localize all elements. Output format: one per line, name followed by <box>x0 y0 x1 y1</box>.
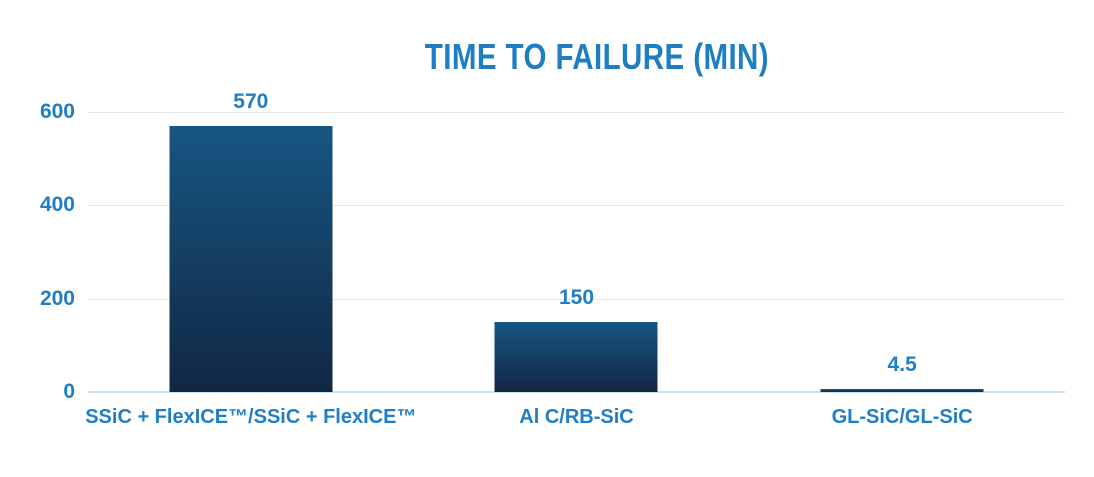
bar-value-label: 4.5 <box>887 352 917 376</box>
gridline <box>88 298 1065 300</box>
chart-title-text: TIME TO FAILURE (MIN) <box>424 36 770 77</box>
y-axis-tick-label: 400 <box>39 193 75 217</box>
bar-column: 150 Al C/RB-SiC <box>414 112 740 428</box>
bar <box>820 388 984 392</box>
y-axis-tick-label: 0 <box>63 380 75 403</box>
x-axis-baseline <box>88 391 1065 393</box>
y-axis-tick-label: 600 <box>39 100 75 123</box>
bar <box>494 322 658 392</box>
chart-title: TIME TO FAILURE (MIN) <box>100 36 1094 78</box>
bar-column: 570 SSiC + FlexICE™/SSiC + FlexICE™ <box>85 90 416 428</box>
bar-value-label: 150 <box>558 286 595 309</box>
y-axis-tick-label: 200 <box>39 286 75 310</box>
x-axis-category-label: SSiC + FlexICE™/SSiC + FlexICE™ <box>85 406 417 428</box>
bar-column: 4.5 GL-SiC/GL-SiC <box>739 112 1065 428</box>
x-axis-category-label: GL-SiC/GL-SiC <box>831 406 973 428</box>
gridline <box>88 205 1065 207</box>
bar-value-label: 570 <box>233 90 269 113</box>
plot-area: 0 200 400 600 570 SSiC + FlexICE™/SSiC + Flex… <box>40 90 1065 428</box>
x-axis-category-label: Al C/RB-SiC <box>519 406 634 428</box>
gridline <box>88 112 1065 113</box>
bar <box>169 126 333 392</box>
